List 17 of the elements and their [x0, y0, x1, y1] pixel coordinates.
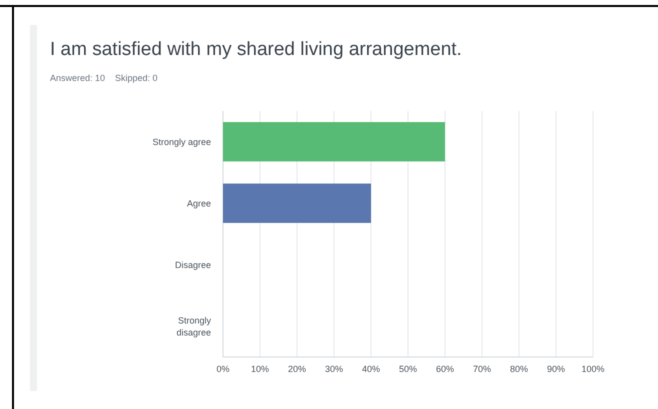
x-tick-label: 0%	[216, 364, 230, 374]
text: Answered: 10 Skipped: 0	[50, 73, 158, 83]
y-tick-label: Agree	[186, 198, 211, 208]
x-tick-label: 70%	[472, 364, 492, 374]
y-tick-label: Strongly disagree	[176, 315, 212, 338]
x-tick-label: 10%	[250, 364, 270, 374]
x-tick-label: 80%	[510, 364, 528, 374]
x-tick-label: 60%	[436, 364, 454, 374]
chart-title: I am satisfied with my shared living arrangement.	[50, 39, 462, 60]
x-tick-label: 90%	[546, 364, 566, 374]
x-tick-label: 40%	[362, 364, 380, 374]
y-tick-label: Strongly agree	[152, 136, 211, 147]
x-tick-label: 30%	[324, 364, 344, 374]
y-tick-label: Disagree	[174, 260, 211, 270]
x-tick-label: 20%	[288, 364, 306, 374]
x-tick-label: 50%	[398, 364, 418, 374]
x-tick-label: 100%	[581, 364, 605, 374]
